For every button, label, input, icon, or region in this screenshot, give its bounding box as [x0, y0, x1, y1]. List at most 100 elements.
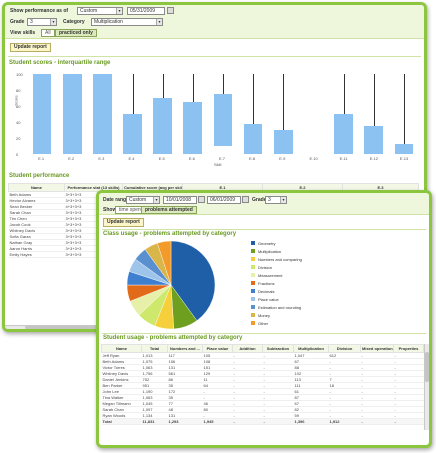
usage-cell[interactable]: 111 [293, 382, 329, 389]
usage-cell[interactable]: 80 [202, 406, 233, 413]
column-header[interactable]: Properties [393, 344, 424, 353]
grade-select[interactable]: 3 ▾ [265, 196, 287, 204]
usage-cell[interactable]: 151 [202, 364, 233, 371]
usage-cell[interactable]: 1,190 [141, 388, 168, 395]
iqr-bar[interactable] [394, 143, 414, 154]
usage-cell[interactable]: 86 [167, 376, 203, 383]
performance-date-input[interactable]: 05/31/2009 [127, 7, 165, 15]
usage-cell[interactable]: 105 [202, 352, 233, 359]
view-practiced-toggle[interactable]: practiced only [55, 29, 97, 37]
problems-attempted-toggle[interactable]: problems attempted [141, 206, 197, 214]
pie-slice[interactable] [170, 240, 216, 321]
iqr-bar[interactable] [32, 74, 52, 154]
pie-slice[interactable] [157, 240, 172, 286]
usage-cell[interactable]: 1,134 [141, 412, 168, 419]
usage-cell[interactable]: 117 [167, 352, 203, 359]
student-name-link[interactable]: Sean Becker [8, 203, 65, 210]
calendar-icon[interactable] [198, 196, 205, 203]
table-row[interactable]: Victor Torres 1,063 131 151- -88- - - [101, 364, 424, 371]
usage-cell[interactable]: 67 [293, 358, 329, 365]
update-report-button[interactable]: Update report [10, 43, 51, 52]
usage-cell[interactable]: 59 [293, 412, 329, 419]
usage-cell[interactable]: 1,013 [141, 352, 168, 359]
usage-cell[interactable]: 131 [167, 364, 203, 371]
usage-cell[interactable]: 67 [293, 400, 329, 407]
student-name-link[interactable]: Whitney Davis [8, 227, 65, 234]
date-to-input[interactable]: 06/01/2009 [207, 196, 241, 204]
usage-cell[interactable]: 35 [167, 382, 203, 389]
usage-cell[interactable]: 129 [202, 370, 233, 377]
usage-cell[interactable]: 1,063 [141, 394, 168, 401]
table-row[interactable]: Sarah Chan 1,097 48 80- -82- - - [101, 406, 424, 413]
usage-cell[interactable]: 1,063 [141, 364, 168, 371]
usage-cell[interactable]: 64 [202, 382, 233, 389]
show-performance-select[interactable]: Custom ▾ [77, 7, 123, 15]
column-header[interactable]: Numbers and ... [167, 344, 203, 353]
usage-cell[interactable]: 108 [202, 358, 233, 365]
student-name-link[interactable]: Sofia Garza [8, 233, 65, 240]
column-header[interactable]: Mixed operation [360, 344, 394, 353]
usage-cell[interactable]: 88 [293, 364, 329, 371]
usage-cell[interactable]: 61 [293, 388, 329, 395]
usage-cell[interactable]: 951 [141, 382, 168, 389]
table-row[interactable]: Megan Tillmann 1,045 77 46- -67- - - [101, 400, 424, 407]
usage-cell[interactable]: 113 [293, 376, 329, 383]
column-header[interactable]: Division [328, 344, 361, 353]
iqr-bar[interactable] [62, 74, 82, 154]
usage-cell[interactable]: 35 [167, 394, 203, 401]
column-header[interactable]: Multiplication [293, 344, 329, 353]
student-name-link[interactable]: Aaron Harris [8, 245, 65, 252]
student-name-link[interactable]: Emily Hayes [8, 251, 65, 258]
table-row[interactable]: Tina Walker 1,063 35- - -87- - - [101, 394, 424, 401]
iqr-bar[interactable] [123, 114, 142, 154]
vertical-scrollbar[interactable] [424, 344, 429, 430]
column-header[interactable]: Total [141, 344, 168, 353]
date-from-input[interactable]: 10/01/2008 [163, 196, 197, 204]
usage-cell[interactable]: 87 [293, 394, 329, 401]
usage-cell[interactable]: 1,047 [293, 352, 329, 359]
usage-cell[interactable]: 612 [328, 352, 361, 359]
student-name-link[interactable]: Sarah Chan [8, 209, 65, 216]
view-all-toggle[interactable]: All [41, 29, 55, 37]
scrollbar-thumb[interactable] [425, 352, 429, 382]
column-header[interactable]: Place value [202, 344, 233, 353]
student-name-link[interactable]: Tim Chen [8, 215, 65, 222]
usage-cell[interactable]: 77 [167, 400, 203, 407]
usage-cell[interactable]: 1,075 [141, 358, 168, 365]
usage-cell[interactable]: 131 [167, 412, 203, 419]
iqr-bar[interactable] [273, 130, 293, 154]
usage-cell[interactable]: 172 [167, 388, 203, 395]
iqr-bar[interactable] [213, 94, 233, 146]
iqr-bar[interactable] [93, 74, 112, 154]
usage-cell[interactable]: 561 [167, 370, 203, 377]
student-name-link[interactable]: Beth Adams [8, 191, 65, 198]
update-report-button[interactable]: Update report [103, 218, 144, 227]
usage-cell[interactable]: 7 [328, 376, 361, 383]
iqr-bar[interactable] [183, 102, 203, 154]
student-name-link[interactable]: Jacob Cook [8, 221, 65, 228]
iqr-bar[interactable] [364, 126, 384, 154]
column-header[interactable]: Name [8, 183, 65, 192]
calendar-icon[interactable] [242, 196, 249, 203]
usage-cell[interactable]: 1,756 [141, 370, 168, 377]
column-header[interactable]: Name [101, 344, 142, 353]
iqr-bar[interactable] [243, 124, 263, 154]
usage-cell[interactable]: 18 [328, 382, 361, 389]
iqr-bar[interactable] [153, 98, 173, 154]
table-row[interactable]: Ryan Woods 1,134 131- - -59- - - [101, 412, 424, 419]
student-name-link[interactable]: Nathan Gray [8, 239, 65, 246]
usage-cell[interactable]: 48 [167, 406, 203, 413]
usage-cell[interactable]: 102 [293, 370, 329, 377]
category-select[interactable]: Multiplication ▾ [91, 18, 163, 26]
usage-cell[interactable]: 11 [202, 376, 233, 383]
column-header[interactable]: Addition [232, 344, 263, 353]
student-name-link[interactable]: Hector Alvarez [8, 197, 65, 204]
date-range-select[interactable]: Custom ▾ [126, 196, 160, 204]
calendar-icon[interactable] [167, 7, 174, 14]
usage-cell[interactable]: 1,097 [141, 406, 168, 413]
usage-cell[interactable]: 156 [167, 358, 203, 365]
usage-cell[interactable]: 46 [202, 400, 233, 407]
table-row[interactable]: Daniel Jenkins 752 86 11- -113 7- - [101, 376, 424, 383]
grade-select[interactable]: 3 ▾ [27, 18, 57, 26]
table-row[interactable]: Jeff Ryan 1,013 117 105- -1,047 612- - [101, 352, 424, 359]
